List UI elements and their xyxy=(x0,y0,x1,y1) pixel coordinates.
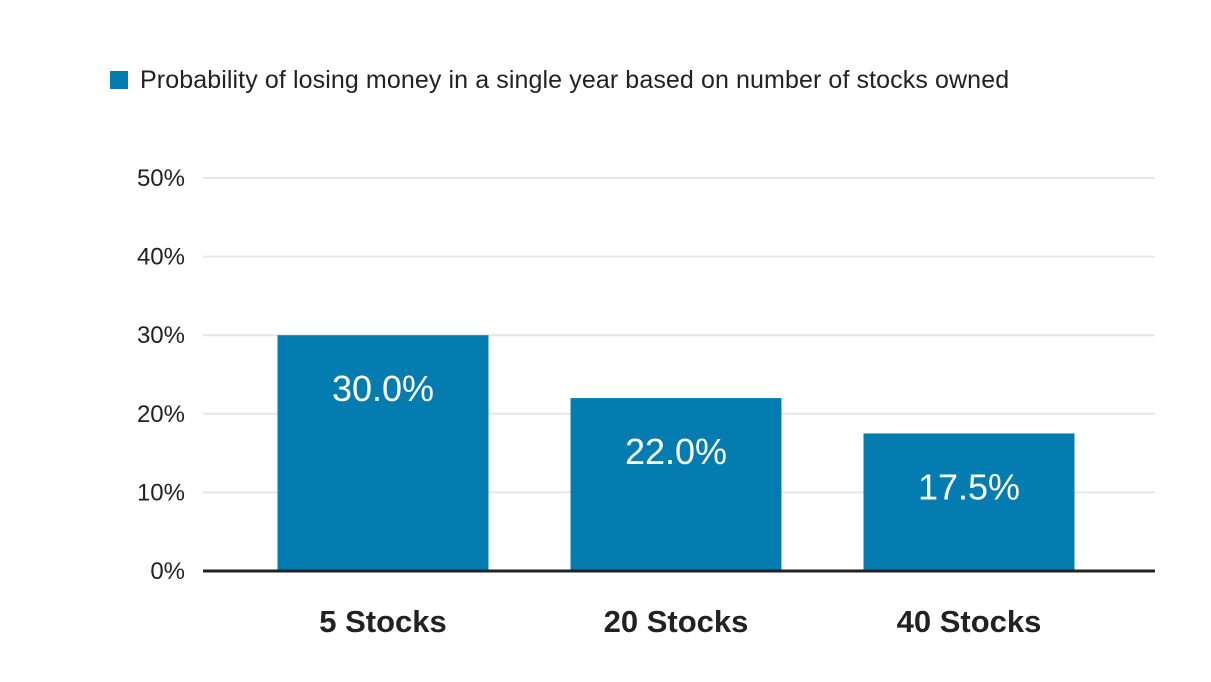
y-tick-label: 30% xyxy=(137,322,185,349)
legend-label: Probability of losing money in a single … xyxy=(140,65,1010,94)
x-category-label: 40 Stocks xyxy=(897,604,1042,639)
y-tick-label: 50% xyxy=(137,165,185,192)
data-label: 30.0% xyxy=(332,368,434,409)
data-label: 17.5% xyxy=(918,466,1020,507)
y-tick-label: 20% xyxy=(137,401,185,428)
legend-swatch xyxy=(110,71,128,89)
y-tick-label: 40% xyxy=(137,244,185,271)
bar xyxy=(863,433,1075,571)
data-label: 22.0% xyxy=(625,431,727,472)
x-category-label: 5 Stocks xyxy=(319,604,447,639)
bar xyxy=(570,398,782,571)
y-tick-label: 10% xyxy=(137,479,185,506)
x-category-label: 20 Stocks xyxy=(604,604,749,639)
bar xyxy=(277,335,489,571)
y-tick-label: 0% xyxy=(150,558,185,585)
legend: Probability of losing money in a single … xyxy=(110,62,1009,98)
